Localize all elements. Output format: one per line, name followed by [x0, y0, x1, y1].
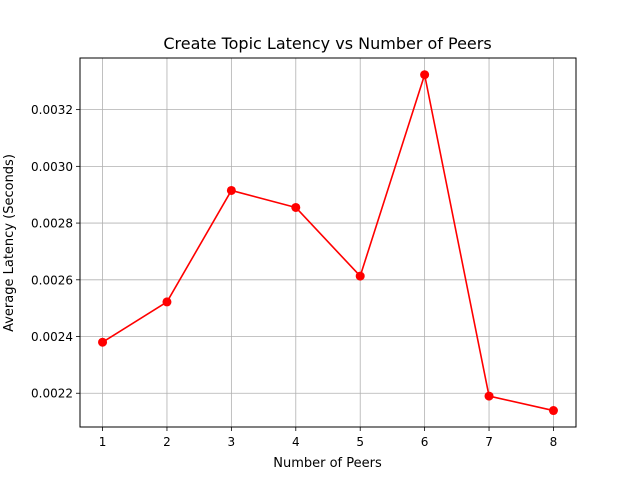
data-point [548, 406, 558, 416]
y-axis-label: Average Latency (Seconds) [2, 154, 17, 332]
data-point [291, 202, 301, 212]
y-tick-label: 0.0022 [31, 387, 73, 401]
x-tick-label: 5 [356, 435, 364, 449]
x-tick-label: 2 [163, 435, 171, 449]
y-tick-label: 0.0026 [31, 273, 73, 287]
x-tick-label: 1 [99, 435, 107, 449]
grid [80, 58, 576, 427]
y-tick-label: 0.0032 [31, 103, 73, 117]
y-tick-label: 0.0024 [31, 330, 73, 344]
axis-ticks: 1 2 3 4 5 6 7 8 0.0022 0.0024 0.0026 0.0028 0.0030 0.… [31, 103, 557, 449]
data-point [484, 391, 494, 401]
data-point [162, 297, 172, 307]
series [98, 70, 558, 416]
x-tick-label: 3 [228, 435, 236, 449]
data-point [355, 271, 365, 281]
series-line [102, 73, 554, 412]
y-tick-label: 0.0028 [31, 217, 73, 231]
data-point [98, 337, 108, 347]
data-point [226, 185, 236, 195]
x-tick-label: 6 [421, 435, 429, 449]
x-tick-label: 4 [292, 435, 300, 449]
x-tick-label: 7 [485, 435, 493, 449]
chart-title: Create Topic Latency vs Number of Peers [163, 34, 491, 53]
plot-area-frame [79, 57, 577, 428]
x-tick-label: 8 [550, 435, 558, 449]
data-point [420, 70, 430, 80]
y-tick-label: 0.0030 [31, 160, 73, 174]
x-axis-label: Number of Peers [273, 456, 382, 471]
